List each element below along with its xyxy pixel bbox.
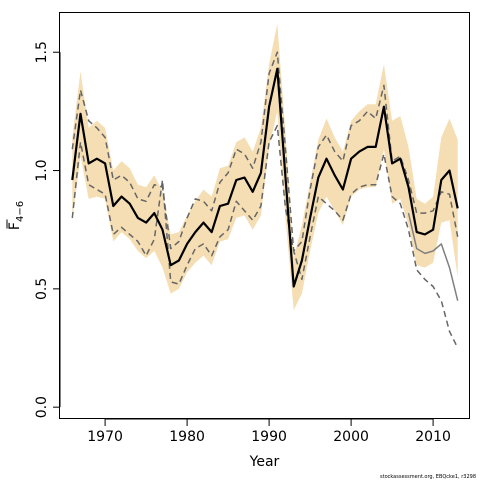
- y-axis-title: F4−6: [6, 201, 26, 230]
- svg-text:F4−6: F4−6: [7, 201, 26, 230]
- x-tick-label: 1970: [87, 429, 123, 445]
- x-axis-title: Year: [249, 454, 280, 470]
- upper-dashed-line: [71, 51, 459, 252]
- y-tick-label: 0.5: [34, 278, 50, 300]
- estimate-line: [71, 67, 459, 288]
- y-tick-label: 1.5: [34, 41, 50, 63]
- y-tick-label: 1.0: [34, 159, 50, 181]
- series-line-layer: [71, 51, 459, 349]
- y-axis-title-main: F: [7, 222, 23, 230]
- credit-text: stockassessment.org, EBQcke1, r3298: [380, 474, 476, 480]
- y-tick-label: 0.0: [34, 396, 50, 418]
- retrospective-line: [407, 212, 459, 301]
- x-tick-label: 1980: [169, 429, 205, 445]
- x-axis: 1970 1980 1990 2000 2010: [87, 418, 451, 445]
- x-tick-label: 1990: [251, 429, 287, 445]
- y-axis-title-subscript: 4−6: [15, 201, 26, 222]
- x-tick-label: 2000: [333, 429, 369, 445]
- y-axis: 0.0 0.5 1.0 1.5: [34, 41, 61, 418]
- lower-dashed-line: [71, 124, 459, 349]
- x-tick-label: 2010: [415, 429, 451, 445]
